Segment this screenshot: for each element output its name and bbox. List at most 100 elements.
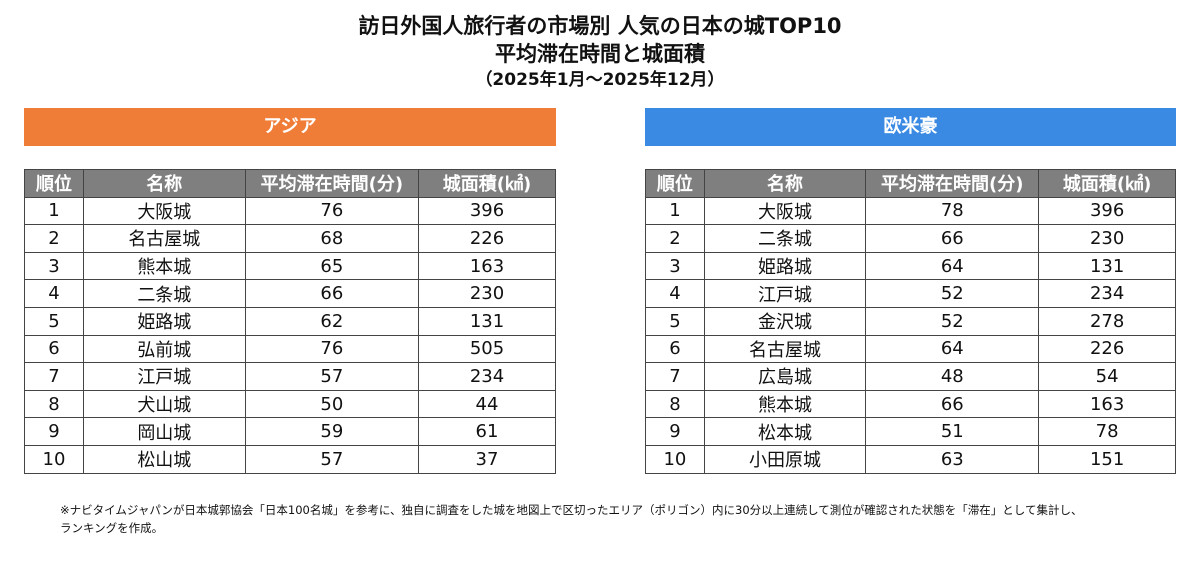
cell: 396 [418, 196, 556, 226]
cell: 78 [865, 196, 1040, 226]
row: 3 熊本城 65 163 [24, 251, 556, 281]
cell: 57 [244, 444, 420, 474]
row: 8 犬山城 50 44 [24, 389, 556, 419]
cell: 姫路城 [703, 251, 867, 281]
section-header: 欧米豪 [645, 108, 1176, 146]
row: 7 江戸城 57 234 [24, 362, 556, 391]
cell: 広島城 [703, 362, 867, 391]
cell: 66 [865, 224, 1040, 253]
cell: 松本城 [703, 417, 867, 446]
cell: 44 [418, 389, 556, 419]
subtitle: 平均滞在時間と城面積 [495, 42, 705, 66]
cell: 8 [24, 389, 84, 419]
row: 8 熊本城 66 163 [645, 389, 1176, 419]
cell: 3 [645, 251, 705, 281]
cell: 50 [244, 389, 420, 419]
cell: 金沢城 [703, 306, 867, 336]
cell: 62 [244, 306, 420, 336]
row: 1 大阪城 78 396 [645, 196, 1176, 226]
row: 9 岡山城 59 61 [24, 417, 556, 446]
column-header: 城面積(㎢) [1038, 169, 1176, 198]
cell: 68 [244, 224, 420, 253]
column-header: 順位 [24, 169, 84, 198]
cell: 278 [1038, 306, 1176, 336]
title: 訪日外国人旅行者の市場別 人気の日本の城TOP10 [358, 14, 842, 38]
cell: 230 [418, 279, 556, 308]
row: 10 小田原城 63 151 [645, 444, 1176, 474]
cell: 弘前城 [82, 334, 246, 364]
section: 欧米豪順位 名称 平均滞在時間(分) 城面積(㎢) 1 大阪城 78 396 2 二条城 66 230… [645, 108, 1176, 474]
cell: 51 [865, 417, 1040, 446]
header-row: 順位 名称 平均滞在時間(分) 城面積(㎢) [24, 169, 556, 198]
period: （2025年1月～2025年12月） [475, 70, 725, 90]
cell: 姫路城 [82, 306, 246, 336]
cell: 1 [645, 196, 705, 226]
footnote: ランキングを作成。 [60, 521, 164, 535]
cell: 131 [1038, 251, 1176, 281]
row: 4 江戸城 52 234 [645, 279, 1176, 308]
cell: 66 [865, 389, 1040, 419]
cell: 5 [645, 306, 705, 336]
cell: 57 [244, 362, 420, 391]
column-header: 順位 [645, 169, 705, 198]
column-header: 平均滞在時間(分) [244, 169, 420, 198]
cell: 64 [865, 251, 1040, 281]
cell: 76 [244, 196, 420, 226]
cell: 7 [645, 362, 705, 391]
cell: 7 [24, 362, 84, 391]
cell: 10 [645, 444, 705, 474]
row: 6 名古屋城 64 226 [645, 334, 1176, 364]
cell: 江戸城 [82, 362, 246, 391]
cell: 岡山城 [82, 417, 246, 446]
cell: 63 [865, 444, 1040, 474]
row: 4 二条城 66 230 [24, 279, 556, 308]
cell: 2 [24, 224, 84, 253]
column-header: 城面積(㎢) [418, 169, 556, 198]
cell: 二条城 [703, 224, 867, 253]
cell: 226 [1038, 334, 1176, 364]
section: アジア 順位 名称 平均滞在時間(分) 城面積(㎢) 1 大阪城 76 396 2 名古屋城 68 22… [24, 108, 556, 474]
cell: 4 [645, 279, 705, 308]
cell: 163 [418, 251, 556, 281]
row: 9 松本城 51 78 [645, 417, 1176, 446]
cell: 松山城 [82, 444, 246, 474]
row: 2 二条城 66 230 [645, 224, 1176, 253]
cell: 66 [244, 279, 420, 308]
cell: 61 [418, 417, 556, 446]
row: 1 大阪城 76 396 [24, 196, 556, 226]
table: 順位 名称 平均滞在時間(分) 城面積(㎢) 1 大阪城 76 396 2 名古屋城 68 226 3 熊… [24, 169, 556, 474]
cell: 226 [418, 224, 556, 253]
row: 2 名古屋城 68 226 [24, 224, 556, 253]
cell: 1 [24, 196, 84, 226]
cell: 名古屋城 [82, 224, 246, 253]
row: 5 金沢城 52 278 [645, 306, 1176, 336]
cell: 230 [1038, 224, 1176, 253]
row: 10 松山城 57 37 [24, 444, 556, 474]
cell: 234 [1038, 279, 1176, 308]
column-header: 平均滞在時間(分) [865, 169, 1040, 198]
header-row: 順位 名称 平均滞在時間(分) 城面積(㎢) [645, 169, 1176, 198]
cell: 二条城 [82, 279, 246, 308]
cell: 59 [244, 417, 420, 446]
cell: 52 [865, 279, 1040, 308]
cell: 犬山城 [82, 389, 246, 419]
cell: 大阪城 [82, 196, 246, 226]
cell: 3 [24, 251, 84, 281]
cell: 熊本城 [82, 251, 246, 281]
cell: 505 [418, 334, 556, 364]
cell: 48 [865, 362, 1040, 391]
cell: 52 [865, 306, 1040, 336]
cell: 131 [418, 306, 556, 336]
cell: 10 [24, 444, 84, 474]
column-header: 名称 [82, 169, 246, 198]
row: 7 広島城 48 54 [645, 362, 1176, 391]
cell: 6 [645, 334, 705, 364]
cell: 小田原城 [703, 444, 867, 474]
cell: 4 [24, 279, 84, 308]
cell: 熊本城 [703, 389, 867, 419]
row: 3 姫路城 64 131 [645, 251, 1176, 281]
cell: 9 [645, 417, 705, 446]
cell: 6 [24, 334, 84, 364]
cell: 163 [1038, 389, 1176, 419]
